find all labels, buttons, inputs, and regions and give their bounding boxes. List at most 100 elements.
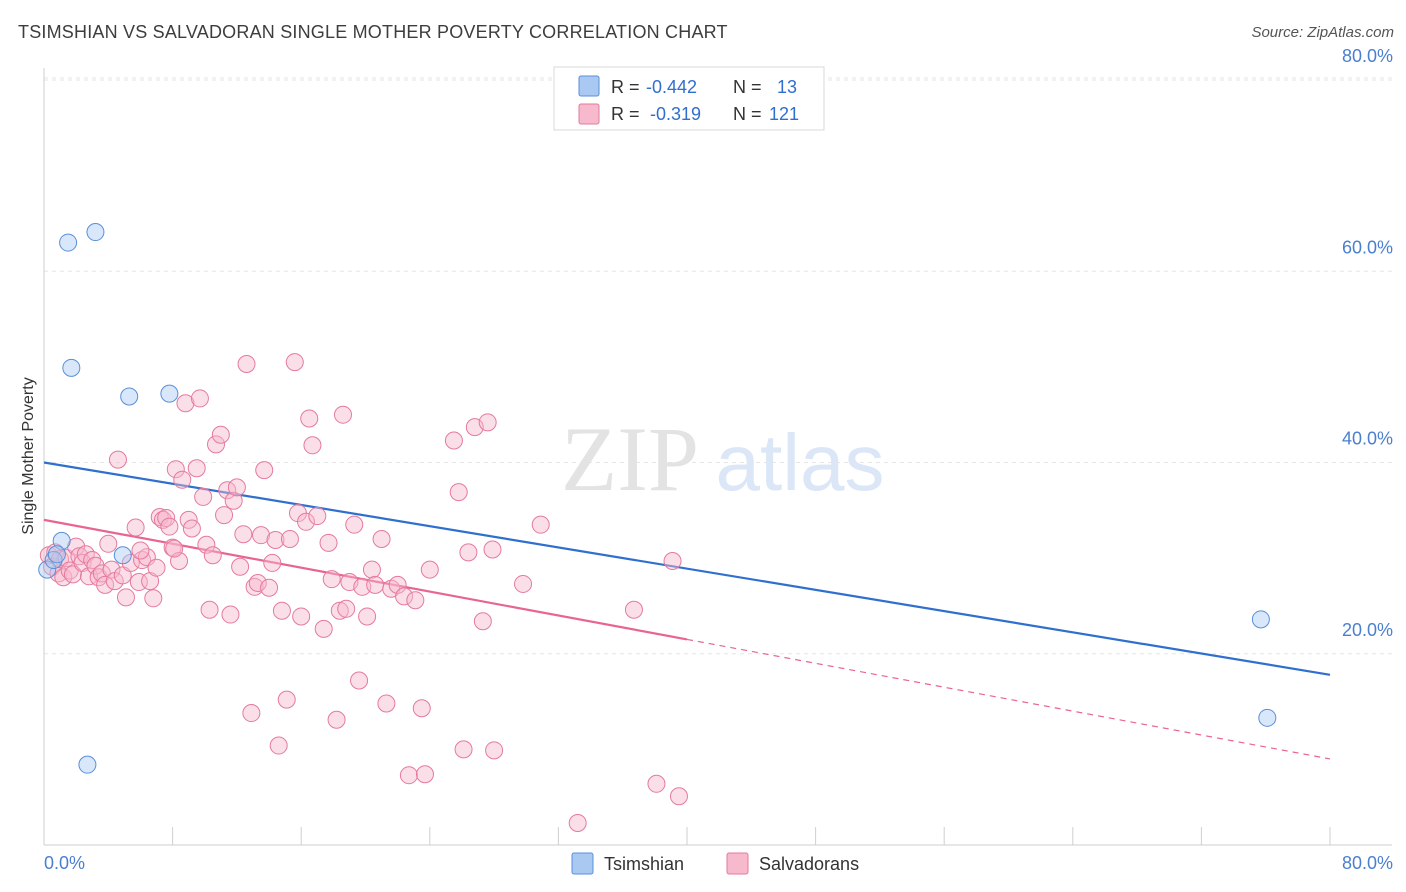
point-salvadorans-40 — [173, 470, 192, 489]
point-salvadorans-26 — [126, 518, 145, 537]
point-salvadorans-80 — [319, 533, 338, 552]
point-tsimshian-5 — [78, 755, 97, 774]
legend-n-value-salvadorans: 121 — [769, 104, 799, 124]
point-salvadorans-57 — [231, 557, 250, 576]
legend-r-value-tsimshian: -0.442 — [646, 77, 697, 97]
point-salvadorans-82 — [327, 710, 346, 729]
point-salvadorans-41 — [176, 394, 195, 413]
point-tsimshian-7 — [113, 546, 132, 565]
point-salvadorans-45 — [190, 389, 209, 408]
data-points — [38, 223, 1277, 833]
point-salvadorans-67 — [266, 530, 285, 549]
point-salvadorans-106 — [459, 543, 478, 562]
point-salvadorans-88 — [350, 671, 369, 690]
point-salvadorans-112 — [514, 574, 533, 593]
point-salvadorans-71 — [280, 530, 299, 548]
legend-n-label-salvadorans: N = — [733, 104, 762, 124]
point-tsimshian-12 — [1258, 708, 1277, 727]
point-salvadorans-99 — [406, 591, 425, 610]
point-tsimshian-10 — [47, 545, 66, 564]
point-salvadorans-111 — [485, 741, 504, 760]
y-tick-labels: 20.0% 40.0% 60.0% 80.0% — [1342, 46, 1393, 640]
point-salvadorans-96 — [388, 575, 407, 594]
point-salvadorans-105 — [454, 740, 473, 759]
point-salvadorans-117 — [663, 551, 682, 570]
point-salvadorans-94 — [377, 694, 396, 713]
point-salvadorans-68 — [269, 736, 288, 755]
point-salvadorans-70 — [277, 690, 296, 709]
y-tick-label-60: 60.0% — [1342, 237, 1393, 257]
point-salvadorans-36 — [160, 517, 179, 536]
point-salvadorans-66 — [263, 553, 282, 572]
point-salvadorans-43 — [182, 519, 201, 538]
legend-bottom: Tsimshian Salvadorans — [571, 852, 859, 875]
point-salvadorans-118 — [669, 787, 688, 806]
point-salvadorans-28 — [133, 551, 152, 570]
legend-bottom-label-tsimshian: Tsimshian — [604, 854, 684, 874]
point-salvadorans-84 — [333, 405, 352, 424]
point-salvadorans-46 — [194, 487, 213, 506]
point-salvadorans-62 — [248, 573, 267, 592]
y-tick-label-80: 80.0% — [1342, 46, 1393, 66]
point-tsimshian-4 — [62, 358, 81, 377]
legend-n-label-tsimshian: N = — [733, 77, 762, 97]
point-salvadorans-92 — [366, 575, 385, 594]
point-tsimshian-11 — [1251, 610, 1270, 629]
legend-swatch-tsimshian — [578, 75, 600, 97]
trend-line-extension-salvadorans — [686, 638, 1331, 760]
point-salvadorans-44 — [187, 459, 206, 478]
point-tsimshian-2 — [52, 531, 71, 550]
x-tick-label-min: 0.0% — [44, 853, 85, 873]
point-salvadorans-72 — [285, 353, 304, 372]
point-salvadorans-34 — [153, 510, 172, 529]
point-salvadorans-20 — [102, 560, 121, 579]
trend-lines — [43, 461, 1331, 760]
axes — [43, 68, 1392, 846]
legend-bottom-swatch-salvadorans — [726, 852, 749, 875]
legend-top: R = -0.442 N = 13 R = -0.319 N = 121 — [553, 66, 825, 131]
point-tsimshian-3 — [59, 233, 78, 252]
point-salvadorans-113 — [531, 515, 550, 534]
point-salvadorans-77 — [303, 436, 322, 455]
point-salvadorans-51 — [211, 425, 230, 444]
point-salvadorans-31 — [144, 589, 163, 608]
point-salvadorans-48 — [200, 600, 219, 619]
point-salvadorans-100 — [412, 699, 431, 718]
point-salvadorans-55 — [224, 491, 243, 510]
point-salvadorans-75 — [297, 512, 316, 531]
point-salvadorans-69 — [272, 601, 291, 620]
x-tick-label-max: 80.0% — [1342, 853, 1393, 873]
point-salvadorans-56 — [227, 478, 246, 497]
point-tsimshian-6 — [86, 223, 105, 242]
point-salvadorans-50 — [207, 435, 226, 454]
trend-line-salvadorans — [43, 518, 688, 641]
point-salvadorans-98 — [399, 766, 418, 785]
point-salvadorans-65 — [260, 578, 279, 597]
point-salvadorans-47 — [197, 535, 216, 554]
y-tick-label-40: 40.0% — [1342, 429, 1393, 449]
watermark-atlas: atlas — [716, 418, 885, 507]
point-salvadorans-79 — [314, 619, 333, 638]
legend-swatch-salvadorans — [578, 103, 600, 125]
point-salvadorans-74 — [292, 607, 311, 626]
point-salvadorans-38 — [166, 460, 185, 479]
point-salvadorans-19 — [99, 534, 118, 553]
legend-r-value-salvadorans: -0.319 — [650, 104, 701, 124]
point-salvadorans-33 — [150, 508, 169, 527]
legend-r-label-salvadorans: R = — [611, 104, 640, 124]
y-tick-label-20: 20.0% — [1342, 620, 1393, 640]
point-salvadorans-114 — [568, 814, 587, 833]
watermark: ZIP atlas — [561, 408, 884, 510]
point-salvadorans-119 — [131, 541, 150, 560]
point-salvadorans-120 — [165, 539, 184, 558]
point-salvadorans-116 — [647, 774, 666, 793]
source-label: Source: ZipAtlas.com — [1251, 24, 1394, 41]
point-salvadorans-14 — [83, 551, 102, 570]
point-salvadorans-115 — [624, 600, 643, 619]
point-tsimshian-1 — [44, 551, 63, 570]
point-salvadorans-60 — [242, 704, 261, 723]
point-salvadorans-76 — [300, 409, 319, 428]
x-ticks — [43, 827, 1331, 845]
point-salvadorans-49 — [203, 546, 222, 565]
